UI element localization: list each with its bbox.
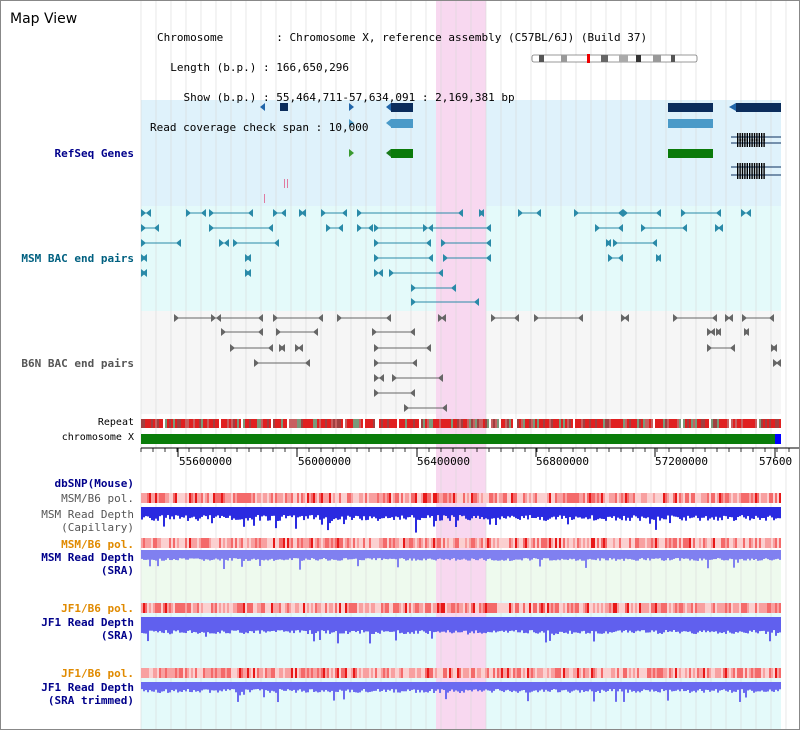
track-label-jf1-depth-sra-line1: JF1 Read Depth <box>41 616 134 629</box>
axis-tick-label: 56000000 <box>298 455 351 468</box>
jf1-read-depth-trimmed <box>141 682 781 703</box>
jf1-b6-pol-trimmed <box>141 668 781 678</box>
b6n-bac-end-pairs <box>174 314 781 412</box>
position-axis <box>140 447 799 457</box>
chromosome-ideogram <box>531 54 698 63</box>
track-label-msm-depth-sra-line2: (SRA) <box>100 564 134 577</box>
track-label-jf1-b6-pol-2: JF1/B6 pol. <box>61 667 134 680</box>
chromosome-info: Chromosome : Chromosome X, reference ass… <box>150 13 648 153</box>
info-chromosome: Chromosome : Chromosome X, reference ass… <box>157 31 648 44</box>
track-label-b6n-bac[interactable]: B6N BAC end pairs <box>21 357 134 370</box>
axis-tick-label: 56800000 <box>536 455 589 468</box>
track-label-msm-depth-cap: MSM Read Depth (Capillary) <box>1 508 134 534</box>
track-label-jf1-depth-sra: JF1 Read Depth (SRA) <box>1 616 134 642</box>
track-label-msm-b6-pol-1: MSM/B6 pol. <box>61 492 134 505</box>
track-label-msm-b6-pol-2: MSM/B6 pol. <box>61 538 134 551</box>
msm-b6-pol-sra <box>141 538 781 548</box>
chromosome-bar <box>141 434 775 444</box>
track-label-msm-depth-cap-line2: (Capillary) <box>61 521 134 534</box>
track-label-chromosome: chromosome X <box>61 432 134 443</box>
axis-tick-label: 55600000 <box>179 455 232 468</box>
track-label-dbsnp[interactable]: dbSNP(Mouse) <box>54 477 134 490</box>
track-label-jf1-depth-sra-line2: (SRA) <box>100 629 134 642</box>
msm-read-depth-sra <box>141 550 781 570</box>
track-label-msm-depth-sra: MSM Read Depth (SRA) <box>1 551 134 577</box>
info-length: Length (b.p.) : 166,650,296 <box>157 61 350 74</box>
axis-tick-label: 56400000 <box>417 455 470 468</box>
msm-bac-end-pairs <box>141 209 751 306</box>
axis-tick-label: 57200000 <box>655 455 708 468</box>
track-label-jf1-depth-trim-line1: JF1 Read Depth <box>41 681 134 694</box>
chromosome-bar-end <box>775 434 781 444</box>
info-coverage-span: Read coverage check span : 10,000 <box>150 121 369 134</box>
track-label-msm-depth-sra-line1: MSM Read Depth <box>41 551 134 564</box>
msm-read-depth-capillary <box>141 507 781 533</box>
track-label-jf1-b6-pol-1: JF1/B6 pol. <box>61 602 134 615</box>
track-label-msm-depth-cap-line1: MSM Read Depth <box>41 508 134 521</box>
msm-b6-pol-capillary <box>141 493 781 503</box>
jf1-b6-pol-sra <box>141 603 781 613</box>
refseq-gene-features <box>260 103 781 203</box>
track-label-jf1-depth-trim-line2: (SRA trimmed) <box>47 694 134 707</box>
track-label-jf1-depth-trim: JF1 Read Depth (SRA trimmed) <box>1 681 134 707</box>
repeat-track-bars <box>141 419 781 428</box>
track-label-repeat: Repeat <box>97 417 134 428</box>
track-label-refseq[interactable]: RefSeq Genes <box>54 147 134 160</box>
jf1-read-depth-sra <box>141 617 781 644</box>
track-label-msm-bac[interactable]: MSM BAC end pairs <box>21 252 134 265</box>
page-title: Map View <box>10 11 78 27</box>
info-show: Show (b.p.) : 55,464,711-57,634,091 : 2,… <box>157 91 515 104</box>
axis-tick-label: 57600 <box>759 455 793 468</box>
